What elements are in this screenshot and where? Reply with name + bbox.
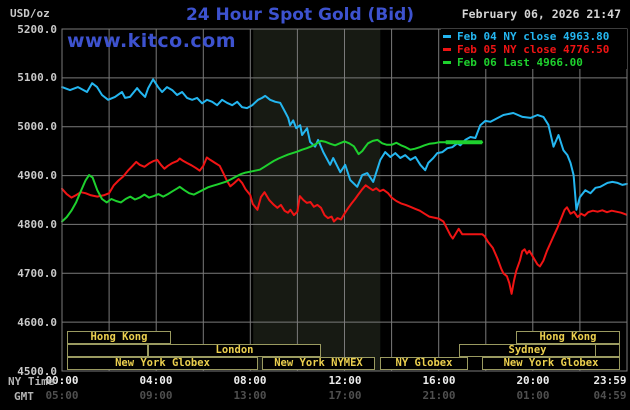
datetime-label: February 06, 2026 21:47 [461, 7, 621, 21]
x-tick-gmt: 21:00 [422, 389, 456, 402]
x-tick-ny: 04:00 [139, 374, 173, 387]
session-box-sydney: Sydney [459, 344, 596, 357]
chart-title: 24 Hour Spot Gold (Bid) [185, 5, 415, 25]
legend-item: Feb 04 NY close 4963.80 [441, 30, 627, 43]
y-tick-label: 4700.0 [17, 267, 57, 280]
y-tick-label: 4800.0 [17, 218, 57, 231]
session-box-hong-kong: Hong Kong [516, 331, 620, 344]
session-box-hong-kong: Hong Kong [67, 331, 171, 344]
session-box-new-york-nymex: New York NYMEX [262, 357, 375, 370]
legend-dash-icon [443, 35, 451, 38]
x-tick-ny: 12:00 [328, 374, 362, 387]
kitco-watermark: www.kitco.com [67, 30, 237, 52]
x-tick-gmt: 05:00 [45, 389, 79, 402]
y-tick-label: 4600.0 [17, 316, 57, 329]
price-line-series-0 [61, 78, 628, 211]
legend-item: Feb 05 NY close 4776.50 [441, 43, 627, 56]
legend-label: Feb 05 NY close 4776.50 [457, 43, 610, 56]
legend-label: Feb 06 Last 4966.00 [457, 56, 583, 69]
y-tick-label: 5100.0 [17, 71, 57, 84]
legend-item: Feb 06 Last 4966.00 [441, 56, 627, 69]
x-tick-gmt: 13:00 [233, 389, 267, 402]
x-tick-gmt: 01:00 [516, 389, 550, 402]
x-tick-ny: 23:59 [593, 374, 627, 387]
ny-time-row-label: NY Time [8, 375, 55, 388]
x-tick-ny: 16:00 [422, 374, 456, 387]
y-tick-label: 5000.0 [17, 120, 57, 133]
x-tick-ny: 20:00 [516, 374, 550, 387]
y-axis-unit-label: USD/oz [10, 7, 50, 20]
price-line-series-2 [61, 138, 484, 223]
y-tick-label: 4500.0 [17, 365, 57, 378]
y-tick-label: 4900.0 [17, 169, 57, 182]
x-tick-gmt: 09:00 [139, 389, 173, 402]
session-box-empty [595, 344, 620, 357]
legend-dash-icon [443, 48, 451, 51]
y-tick-label: 5200.0 [17, 23, 57, 36]
plot-border [61, 28, 628, 372]
session-box-new-york-globex: New York Globex [482, 357, 620, 370]
session-box-empty [67, 344, 148, 357]
session-highlight-band [253, 29, 381, 371]
gmt-row-label: GMT [14, 390, 34, 403]
session-box-london: London [148, 344, 321, 357]
legend-label: Feb 04 NY close 4963.80 [457, 30, 610, 43]
x-tick-ny: 00:00 [45, 374, 79, 387]
session-box-ny-globex: NY Globex [380, 357, 468, 370]
x-tick-gmt: 17:00 [328, 389, 362, 402]
x-tick-gmt: 04:59 [593, 389, 627, 402]
session-box-new-york-globex: New York Globex [67, 357, 258, 370]
legend-dash-icon [443, 61, 451, 64]
legend: Feb 04 NY close 4963.80 Feb 05 NY close 4… [441, 29, 627, 69]
price-line-series-1 [61, 156, 628, 295]
x-tick-ny: 08:00 [233, 374, 267, 387]
